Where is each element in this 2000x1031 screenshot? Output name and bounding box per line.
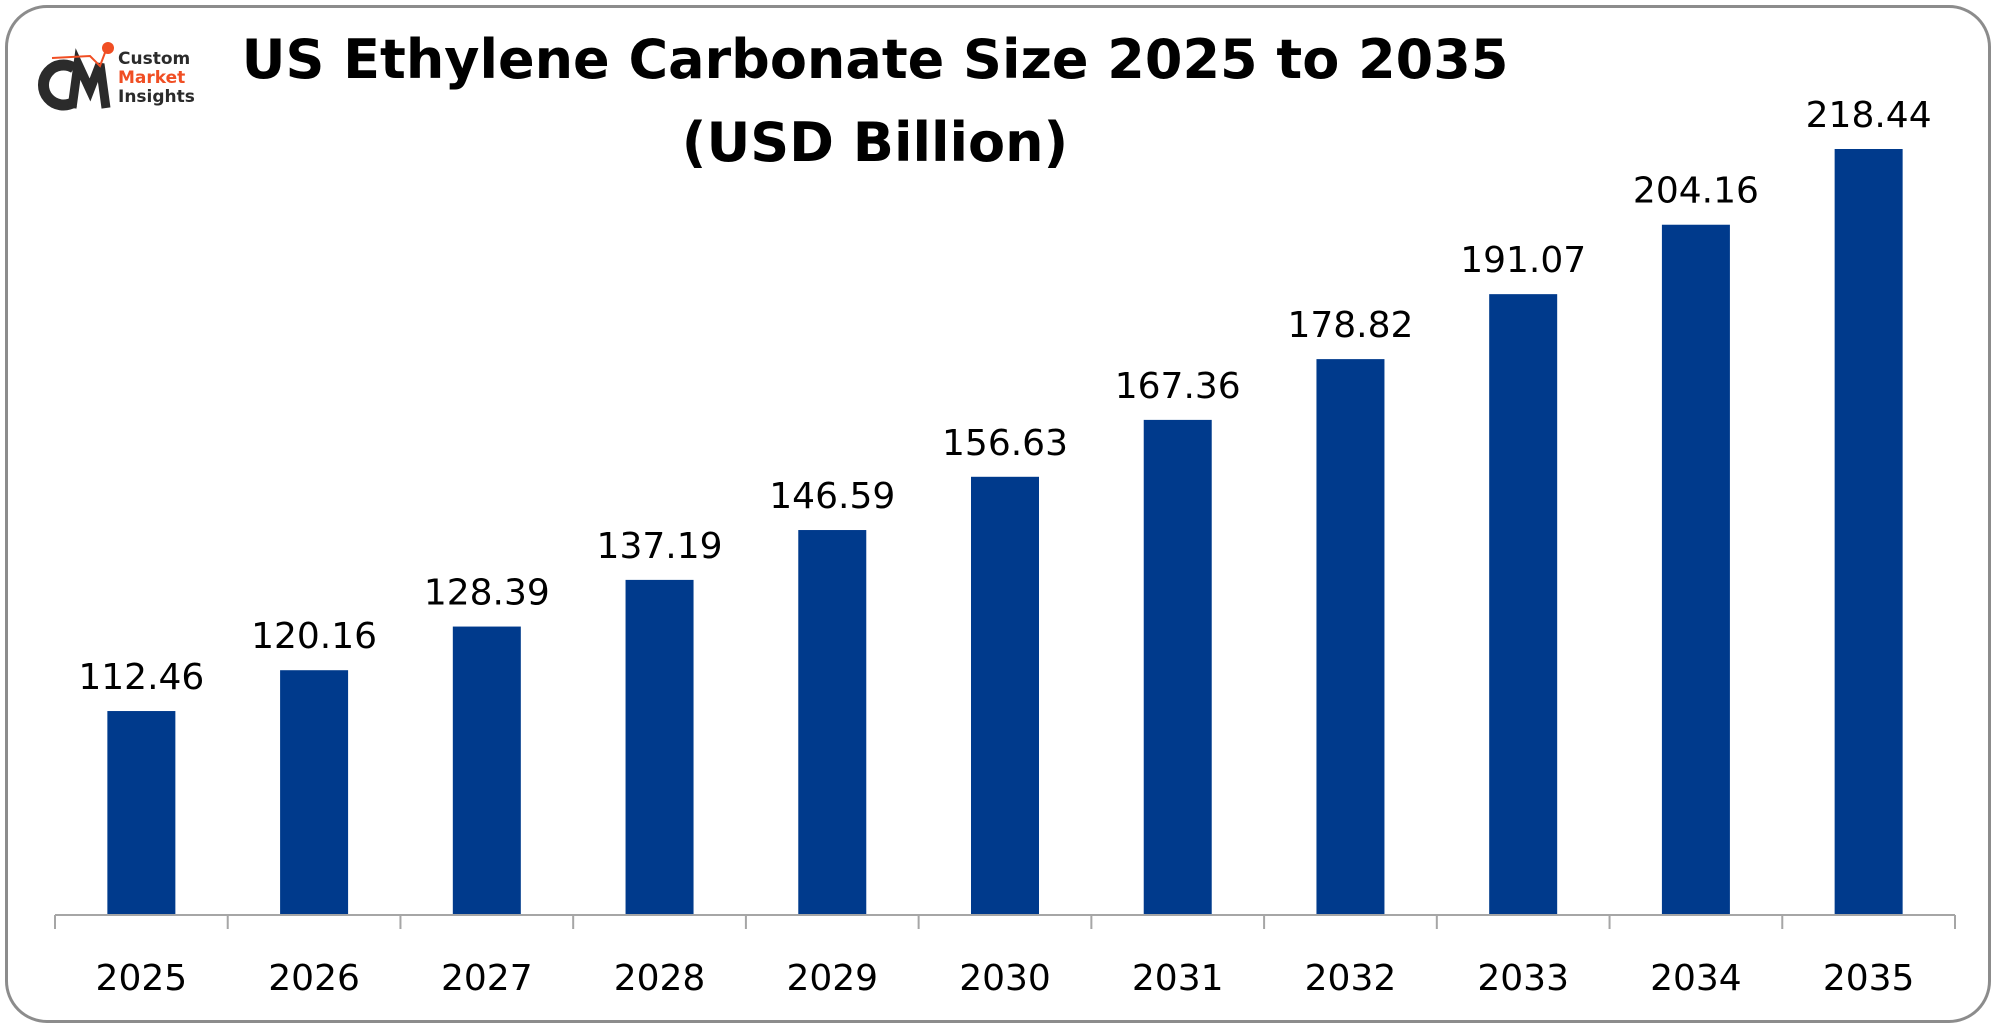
bar-2029: [798, 530, 867, 915]
bar-2033: [1489, 294, 1558, 916]
bar-2035: [1834, 149, 1903, 915]
logo-text-market: Market: [118, 68, 186, 88]
cmi-logo-mark-icon: [38, 42, 114, 111]
x-tick-label-2026: 2026: [268, 958, 360, 999]
bar-2032: [1316, 359, 1385, 915]
x-tick-label-2032: 2032: [1305, 958, 1397, 999]
x-tick-label-2034: 2034: [1650, 958, 1742, 999]
logo-text-custom: Custom: [118, 49, 191, 69]
data-label-2025: 112.46: [78, 657, 204, 698]
bar-2027: [452, 626, 521, 915]
x-tick-label-2029: 2029: [786, 958, 878, 999]
x-tick-label-2031: 2031: [1132, 958, 1224, 999]
x-tick-label-2027: 2027: [441, 958, 533, 999]
bar-2028: [625, 579, 694, 915]
data-label-2028: 137.19: [597, 526, 723, 567]
data-label-2027: 128.39: [424, 573, 550, 614]
bar-2026: [280, 670, 349, 915]
bar-2034: [1661, 224, 1730, 915]
x-tick-label-2030: 2030: [959, 958, 1051, 999]
logo: Custom Market Insights: [34, 40, 214, 120]
x-tick-label-2035: 2035: [1823, 958, 1915, 999]
x-tick-label-2025: 2025: [96, 958, 188, 999]
logo-text-insights: Insights: [118, 87, 195, 107]
x-tick-label-2033: 2033: [1477, 958, 1569, 999]
bar-2031: [1143, 419, 1212, 915]
data-label-2029: 146.59: [769, 476, 895, 517]
data-label-2032: 178.82: [1287, 305, 1413, 346]
data-label-2035: 218.44: [1806, 95, 1932, 136]
chart-title-line2: (USD Billion): [681, 111, 1069, 174]
data-label-2030: 156.63: [942, 423, 1068, 464]
chart-frame: [5, 5, 1991, 1023]
bar-2030: [971, 476, 1039, 915]
bar-2025: [107, 711, 176, 915]
data-label-2033: 191.07: [1460, 240, 1586, 281]
data-label-2034: 204.16: [1633, 171, 1759, 212]
x-tick-label-2028: 2028: [614, 958, 706, 999]
data-label-2026: 120.16: [251, 616, 377, 657]
data-label-2031: 167.36: [1115, 366, 1241, 407]
chart-title-line1: US Ethylene Carbonate Size 2025 to 2035: [241, 28, 1509, 91]
